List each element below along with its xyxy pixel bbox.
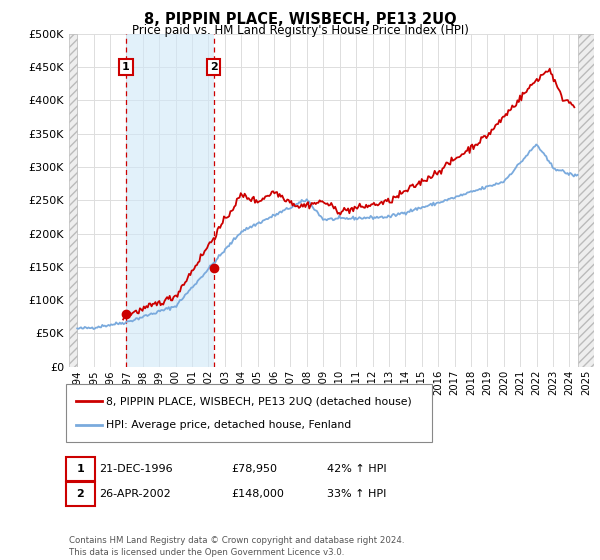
Text: 42% ↑ HPI: 42% ↑ HPI	[327, 464, 386, 474]
Text: 33% ↑ HPI: 33% ↑ HPI	[327, 489, 386, 499]
Text: 8, PIPPIN PLACE, WISBECH, PE13 2UQ: 8, PIPPIN PLACE, WISBECH, PE13 2UQ	[143, 12, 457, 27]
Text: 2: 2	[77, 489, 84, 499]
Bar	[578, 34, 594, 367]
Bar	[69, 34, 77, 367]
Text: Price paid vs. HM Land Registry's House Price Index (HPI): Price paid vs. HM Land Registry's House …	[131, 24, 469, 37]
Text: 1: 1	[122, 62, 130, 72]
Bar	[126, 34, 214, 367]
Text: 1: 1	[77, 464, 84, 474]
Text: 26-APR-2002: 26-APR-2002	[99, 489, 171, 499]
Text: HPI: Average price, detached house, Fenland: HPI: Average price, detached house, Fenl…	[106, 419, 352, 430]
Text: £148,000: £148,000	[231, 489, 284, 499]
Text: Contains HM Land Registry data © Crown copyright and database right 2024.
This d: Contains HM Land Registry data © Crown c…	[69, 536, 404, 557]
Text: £78,950: £78,950	[231, 464, 277, 474]
Text: 21-DEC-1996: 21-DEC-1996	[99, 464, 173, 474]
Text: 2: 2	[210, 62, 218, 72]
Text: 8, PIPPIN PLACE, WISBECH, PE13 2UQ (detached house): 8, PIPPIN PLACE, WISBECH, PE13 2UQ (deta…	[106, 396, 412, 407]
